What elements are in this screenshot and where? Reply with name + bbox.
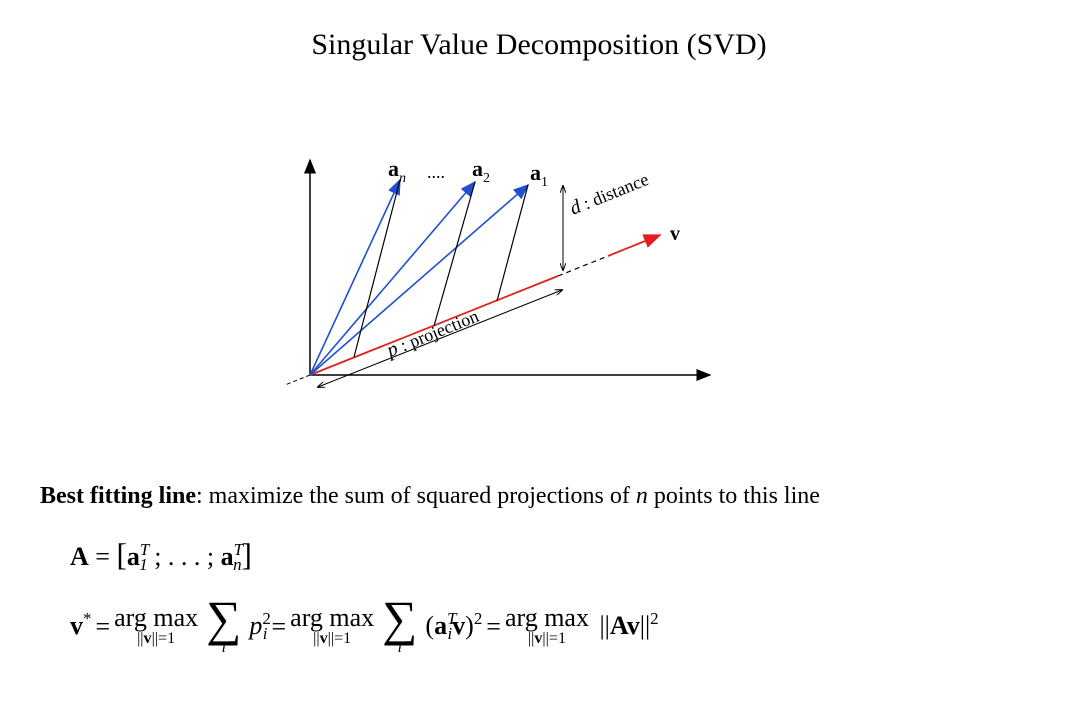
best-fitting-label: Best fitting line xyxy=(40,483,196,509)
v-neg-dash xyxy=(285,375,310,385)
line1-n: n xyxy=(636,483,648,509)
v-line-dash xyxy=(558,256,608,276)
label-d: d : distance xyxy=(567,168,652,219)
label-p: p : projection xyxy=(382,305,482,362)
svd-diagram: an .... a2 a1 v d : distance p : project… xyxy=(280,150,750,430)
label-a2: a2 xyxy=(472,156,490,186)
label-v: v xyxy=(670,223,680,245)
label-an: an xyxy=(388,156,406,186)
label-dots: .... xyxy=(427,162,445,182)
proj-line-2 xyxy=(434,182,475,326)
v-vector-arrow xyxy=(608,235,660,256)
proj-line-1 xyxy=(354,180,400,357)
proj-line-3 xyxy=(497,185,528,301)
line1-tail: points to this line xyxy=(648,483,820,509)
equation-A: A = [aT1 ; . . . ; aTn] xyxy=(70,532,1040,579)
equation-vstar: v* = arg max ||v||=1 ∑ i p2i = arg max |… xyxy=(70,597,1040,655)
line1-rest: : maximize the sum of squared projection… xyxy=(196,483,636,509)
explanation-text: Best fitting line: maximize the sum of s… xyxy=(40,478,1040,655)
page-title: Singular Value Decomposition (SVD) xyxy=(0,0,1078,62)
label-a1: a1 xyxy=(530,160,548,190)
